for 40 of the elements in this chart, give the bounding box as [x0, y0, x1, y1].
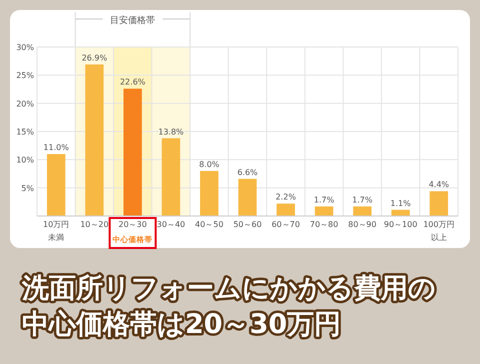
y-tick-label: 20%: [16, 99, 34, 108]
bar: [123, 88, 142, 216]
x-tick-label: 50～60: [233, 220, 262, 229]
data-label: 1.7%: [314, 195, 335, 204]
data-label: 4.4%: [428, 180, 450, 190]
bar: [200, 170, 218, 216]
x-tick-label: 10～20: [80, 220, 109, 229]
bar: [46, 154, 66, 216]
x-tick-label: 90～100: [384, 220, 418, 229]
bar: [276, 204, 295, 216]
x-tick-label: 40～50: [195, 220, 224, 229]
x-tick-label: 60～70: [272, 220, 300, 229]
data-label: 2.2%: [276, 192, 296, 202]
data-label: 6.6%: [237, 168, 258, 177]
x-tick-label: 70～80: [310, 220, 338, 229]
y-tick-label: 25%: [16, 71, 34, 80]
band-label: 目安価格帯: [110, 15, 156, 26]
x-tick-label: 20～30: [118, 220, 147, 229]
x-tick-label: 30～40: [156, 220, 186, 229]
x-tick-label: 80～90: [348, 220, 376, 229]
bar: [238, 178, 257, 216]
data-label: 1.7%: [352, 195, 373, 204]
text: 洗面所リフォームにかかる費用の中心価格帯は20～30万円: [21, 273, 436, 340]
y-tick-label: 15%: [16, 128, 34, 136]
x-tick-label: 10万円未満: [43, 220, 70, 242]
y-tick-label: 30%: [16, 43, 34, 52]
data-label: 11.0%: [43, 143, 70, 152]
bar: [162, 138, 180, 216]
y-tick-label: 5%: [21, 184, 34, 193]
data-label: 26.9%: [82, 53, 108, 62]
bar: [430, 191, 448, 216]
x-tick-label: 100万円以上: [423, 220, 455, 242]
bar: [85, 64, 104, 216]
bar: [314, 206, 334, 216]
data-label: 13.8%: [158, 127, 184, 136]
data-label: 1.1%: [390, 198, 412, 208]
bar: [353, 206, 372, 216]
data-label: 8.0%: [199, 160, 220, 169]
data-label: 22.6%: [120, 78, 146, 87]
y-tick-label: 10%: [16, 156, 34, 165]
